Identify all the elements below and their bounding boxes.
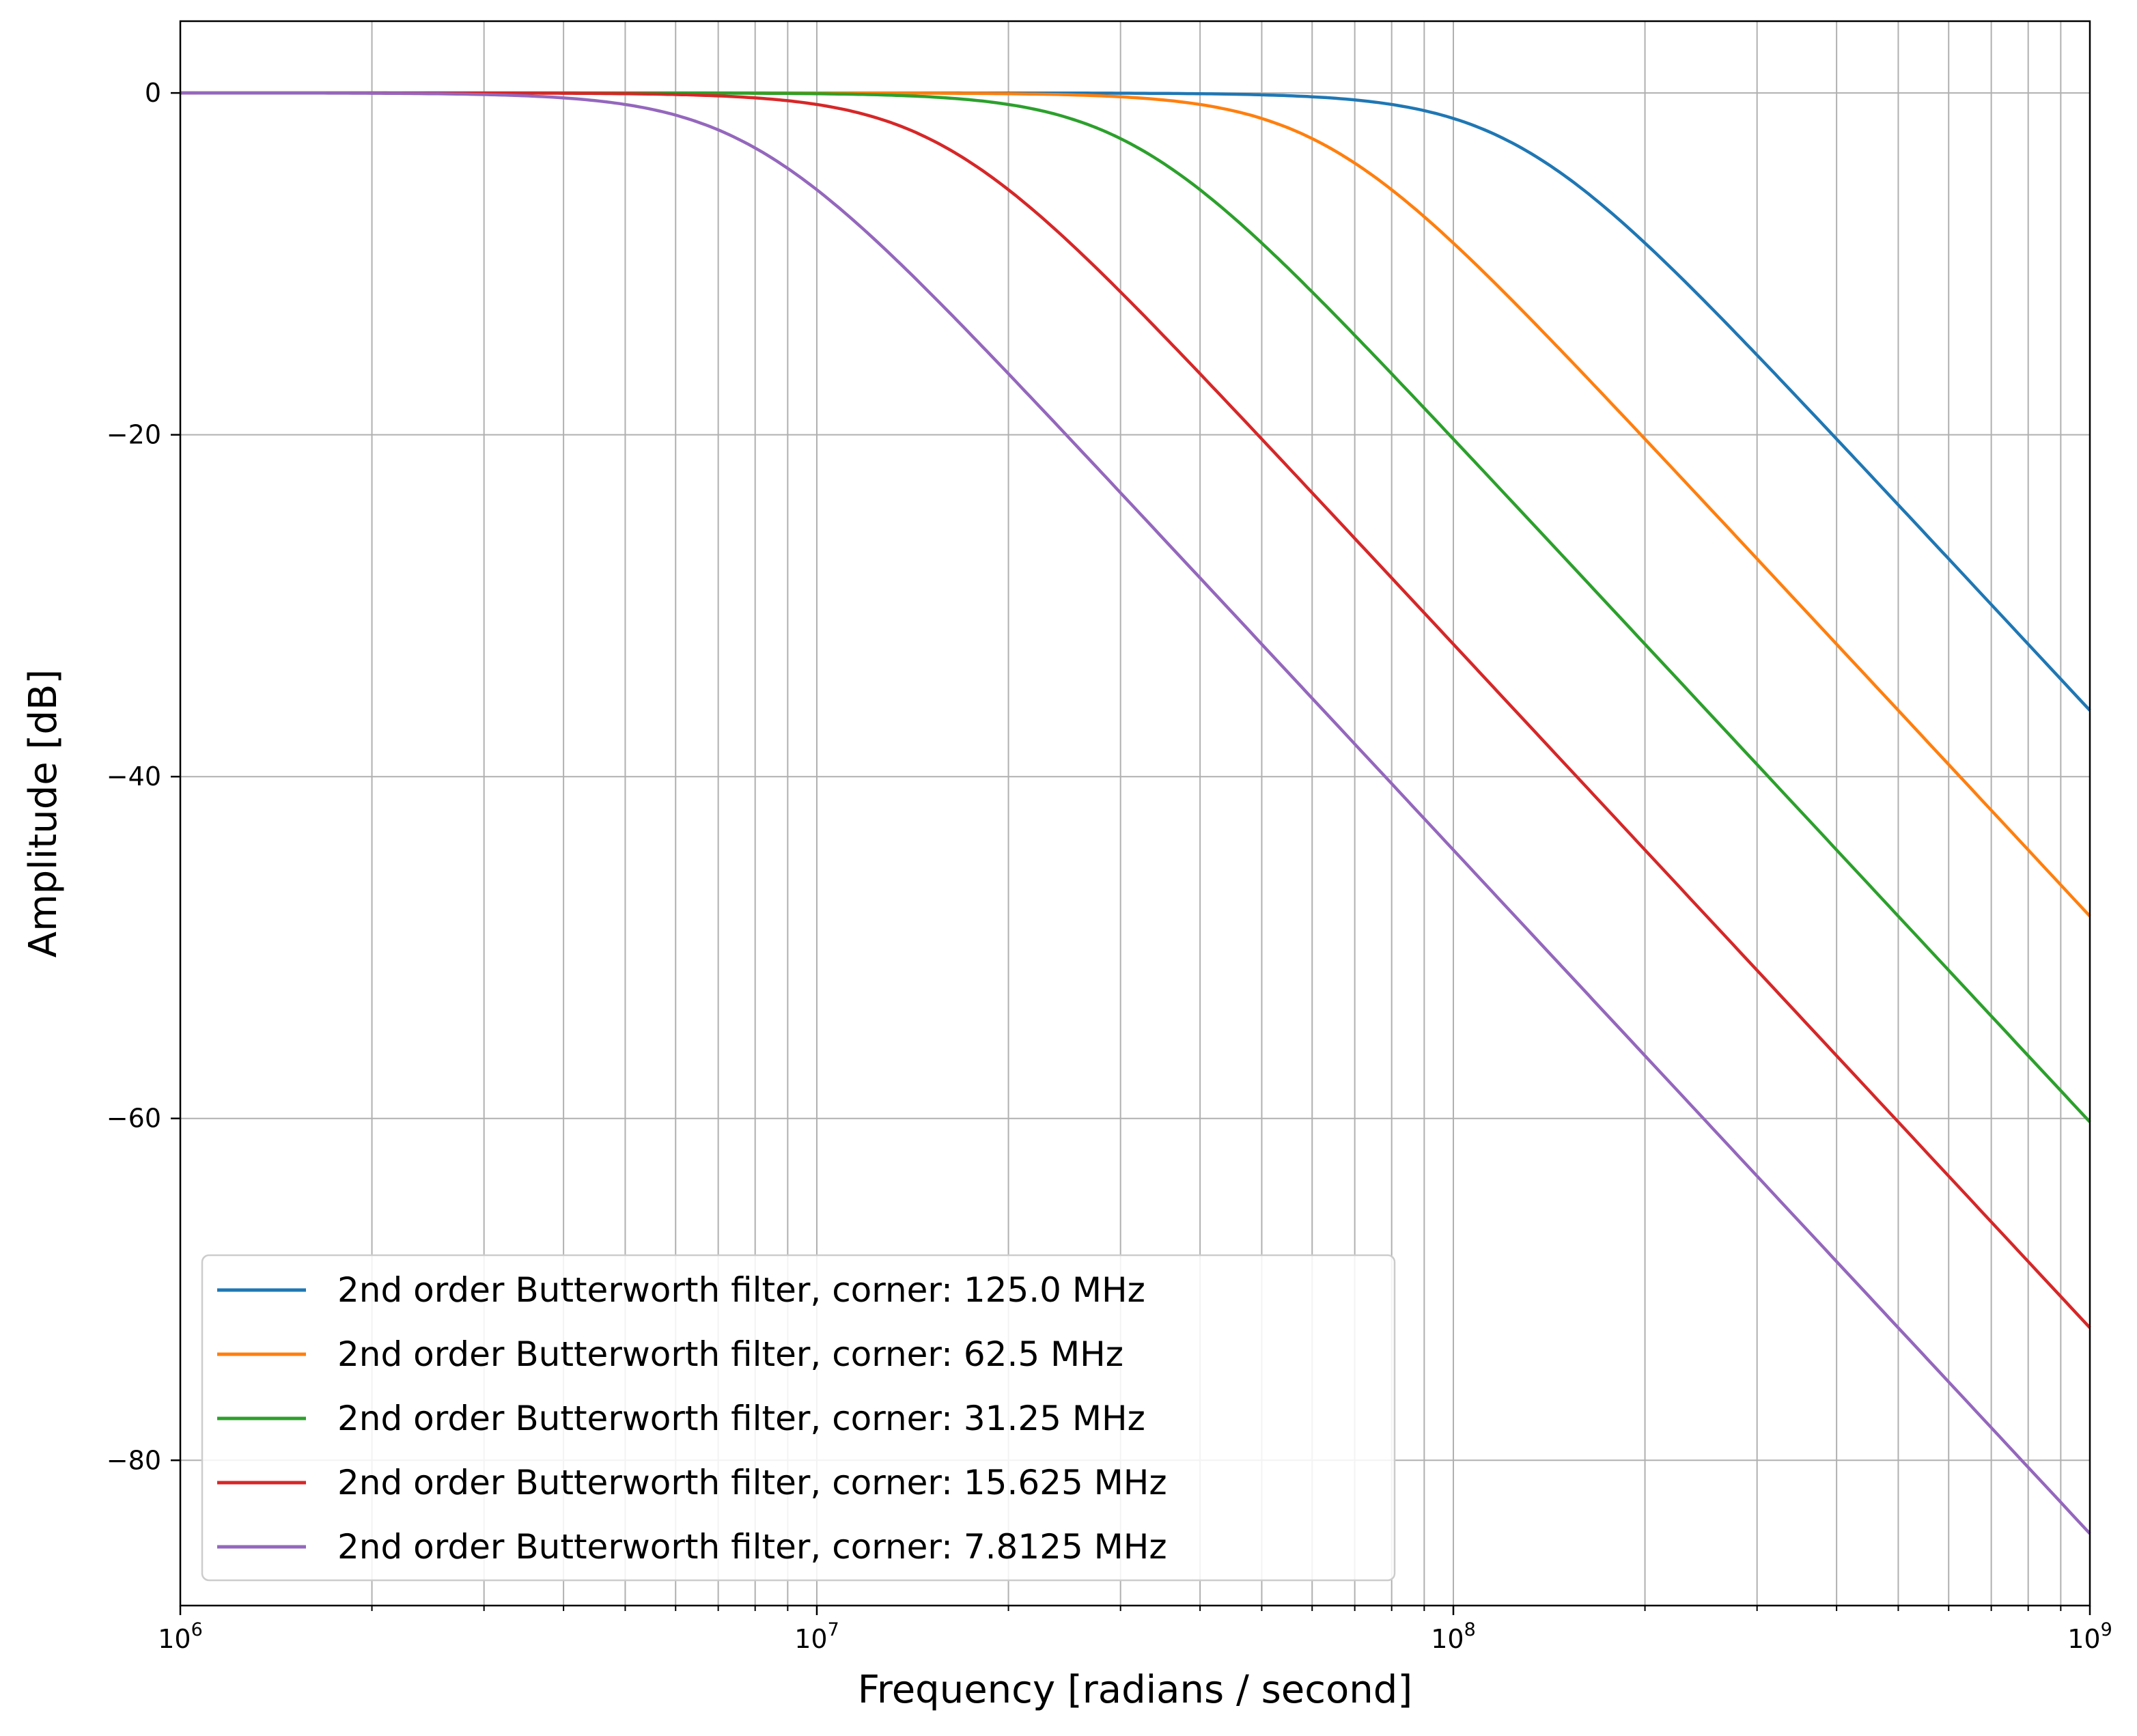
x-axis-label: Frequency [radians / second] — [858, 1668, 1412, 1712]
x-tick-label: 109 — [2067, 1619, 2112, 1654]
legend: 2nd order Butterworth filter, corner: 12… — [201, 1254, 1396, 1582]
legend-label-3: 2nd order Butterworth filter, corner: 31… — [337, 1399, 1145, 1438]
series-lines — [180, 91, 2091, 1535]
legend-label-5: 2nd order Butterworth filter, corner: 7.… — [337, 1527, 1167, 1567]
series-line-4 — [180, 91, 2091, 1329]
x-tick-label: 108 — [1431, 1619, 1476, 1654]
x-tick-label: 107 — [794, 1619, 839, 1654]
legend-label-4: 2nd order Butterworth filter, corner: 15… — [337, 1463, 1167, 1502]
legend-label-1: 2nd order Butterworth filter, corner: 12… — [337, 1270, 1145, 1310]
x-tick-label: 106 — [158, 1619, 203, 1654]
y-tick-label: −20 — [107, 420, 161, 450]
y-tick-label: −80 — [107, 1445, 161, 1475]
axis-ticks: 0 −20 −40 −60 −80 106 107 108 109 — [107, 78, 2112, 1654]
y-axis-label: Amplitude [dB] — [21, 669, 66, 957]
y-tick-label: −60 — [107, 1104, 161, 1134]
plot-frame — [179, 20, 2091, 1607]
legend-box — [201, 1254, 1396, 1582]
y-tick-label: −40 — [107, 761, 161, 792]
y-tick-label: 0 — [145, 78, 161, 108]
legend-label-2: 2nd order Butterworth filter, corner: 62… — [337, 1334, 1123, 1374]
series-line-5 — [180, 91, 2091, 1535]
